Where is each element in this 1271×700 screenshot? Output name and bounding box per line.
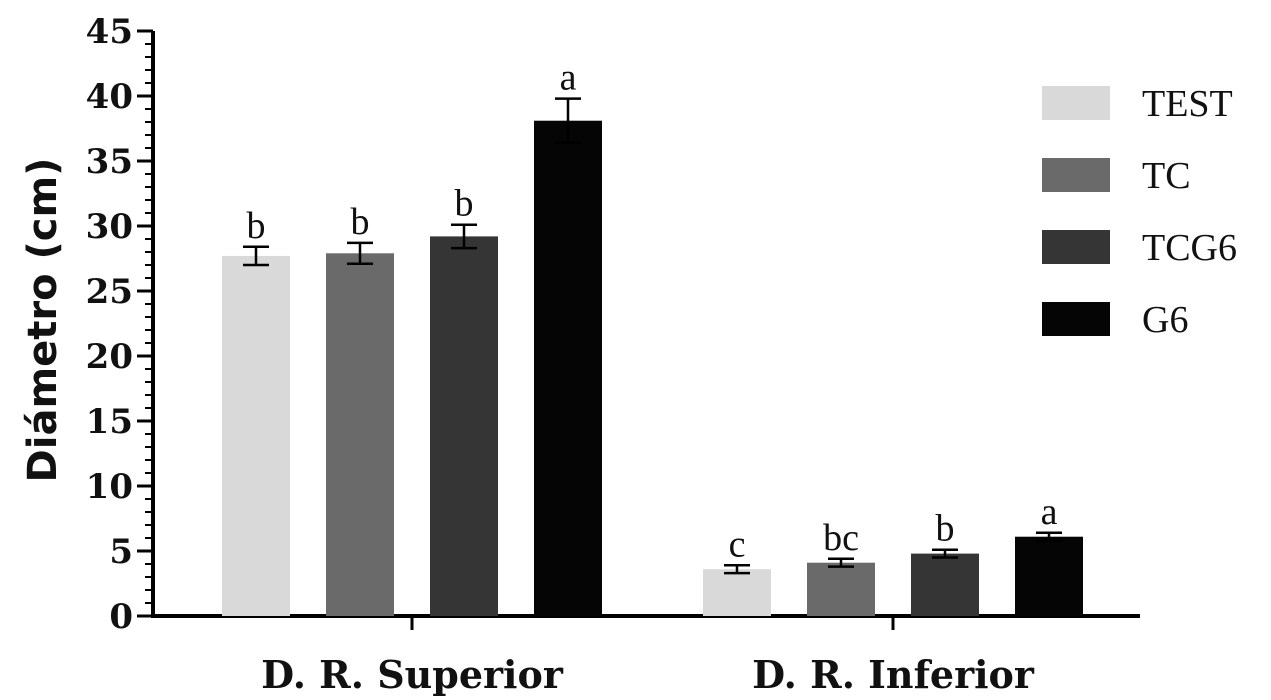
bar-g6 [1015, 536, 1083, 616]
legend-label-tcg6: TCG6 [1142, 227, 1237, 269]
x-category-label: D. R. Superior [261, 652, 564, 697]
significance-label: b [247, 205, 266, 247]
y-tick-label: 45 [86, 12, 133, 52]
legend-label-test: TEST [1142, 83, 1233, 125]
significance-label: b [936, 508, 955, 550]
significance-label: b [351, 201, 370, 243]
y-tick-label: 20 [86, 337, 133, 377]
legend-swatch-g6 [1042, 302, 1110, 336]
significance-label: b [455, 183, 474, 225]
bar-tcg6 [430, 236, 498, 616]
bar-test [222, 255, 290, 616]
y-tick-label: 35 [86, 142, 133, 182]
y-tick-label: 15 [86, 402, 133, 442]
y-tick-label: 30 [86, 207, 133, 247]
bar-test [703, 569, 771, 616]
legend-label-tc: TC [1142, 155, 1191, 197]
y-axis-label: Diámetro (cm) [20, 158, 66, 483]
significance-label: c [729, 523, 746, 565]
bar-tcg6 [911, 553, 979, 616]
bars: b b b a c bc b a [222, 57, 1083, 617]
y-tick-label: 25 [86, 272, 133, 312]
significance-label: a [560, 57, 577, 99]
significance-label: bc [823, 517, 859, 559]
y-tick-label: 10 [86, 467, 133, 507]
legend-label-g6: G6 [1142, 299, 1188, 341]
y-tick-label: 5 [109, 532, 133, 572]
y-tick-label: 40 [86, 77, 133, 117]
y-axis-label-group: Diámetro (cm) [20, 158, 66, 483]
x-category-label: D. R. Inferior [752, 652, 1035, 697]
significance-label: a [1041, 491, 1058, 533]
legend-swatch-test [1042, 86, 1110, 120]
bar-g6 [534, 120, 602, 616]
y-tick-label: 0 [109, 597, 133, 637]
legend-swatch-tc [1042, 158, 1110, 192]
axes: 0 5 10 15 20 25 30 35 40 45 D. R. Superior D. R. In… [86, 12, 1140, 697]
legend-swatch-tcg6 [1042, 230, 1110, 264]
legend: TEST TC TCG6 G6 [1042, 83, 1237, 341]
bar-tc [326, 253, 394, 617]
bar-tc [807, 562, 875, 616]
